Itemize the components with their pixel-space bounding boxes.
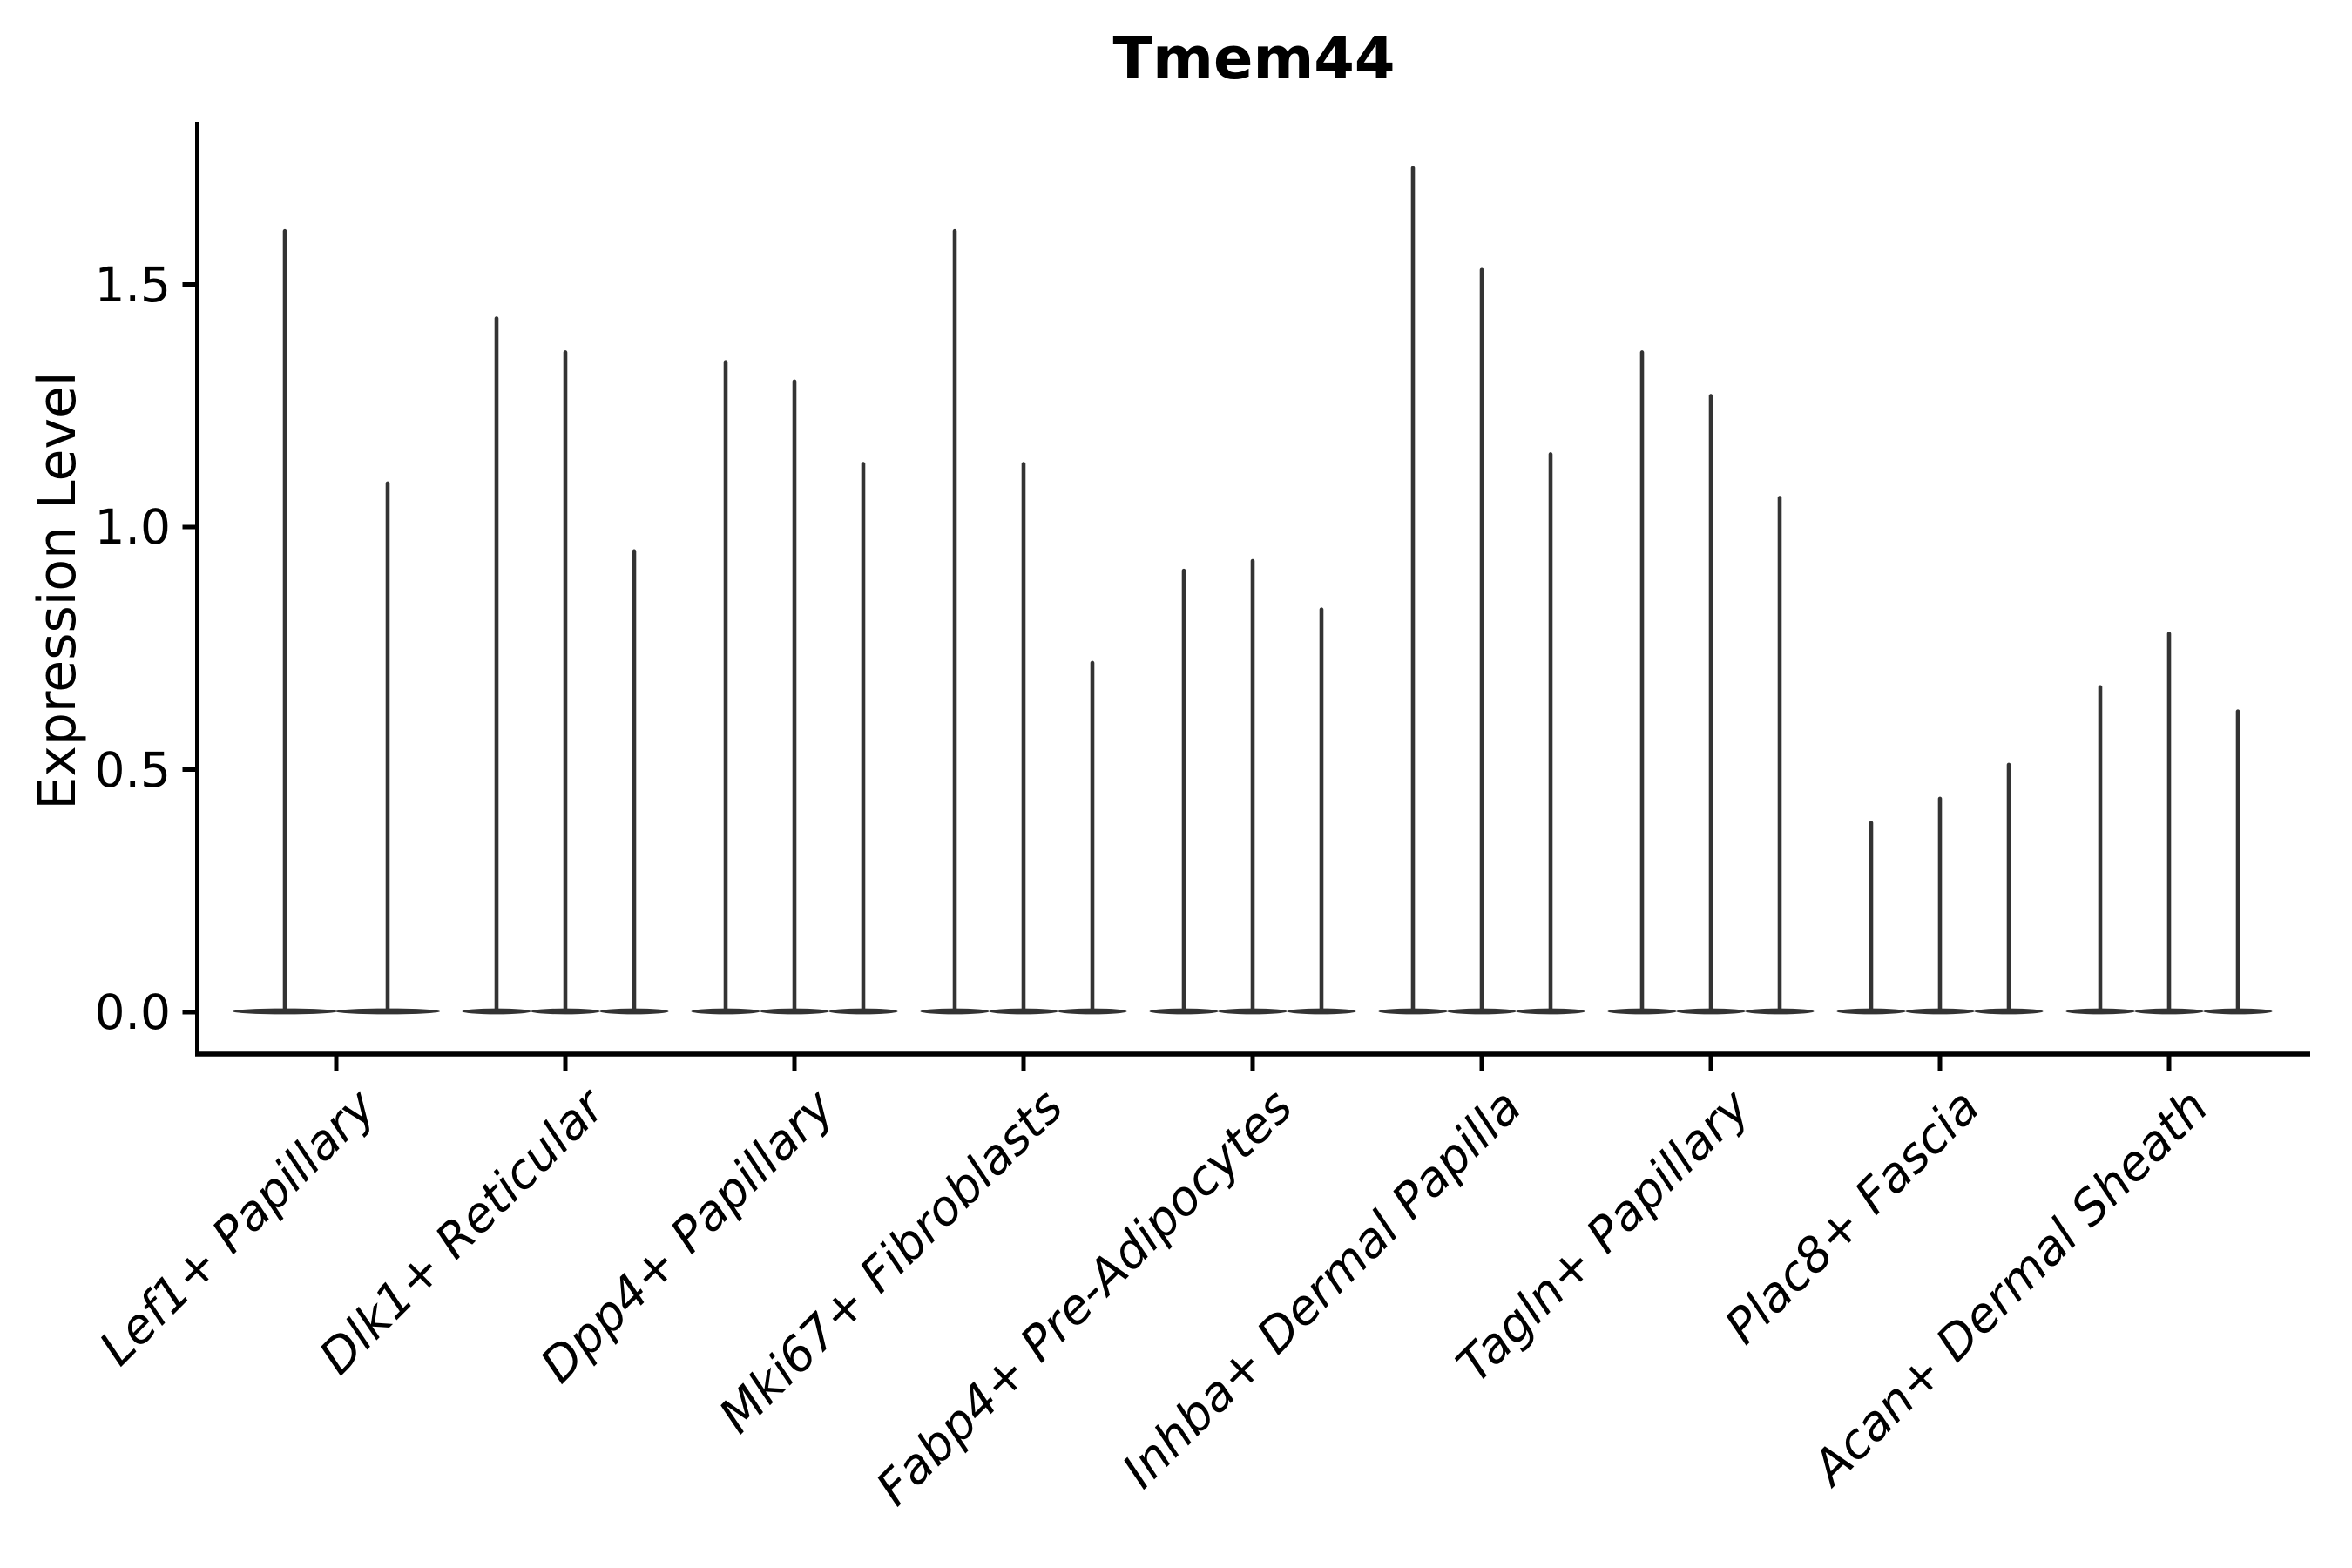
chart-title: Tmem44 [1112, 24, 1396, 92]
violin-base [1447, 1008, 1517, 1015]
violin-base [920, 1008, 990, 1015]
violin-base [531, 1008, 600, 1015]
violin-base [2203, 1008, 2273, 1015]
y-tick-label: 1.0 [94, 499, 171, 555]
violin-base [1607, 1008, 1677, 1015]
violin-base [760, 1008, 829, 1015]
violin-base [691, 1008, 760, 1015]
violin-base [2065, 1008, 2135, 1015]
violin-base [1745, 1008, 1815, 1015]
violin-base [1516, 1008, 1585, 1015]
violin-base [1287, 1008, 1356, 1015]
y-tick-label: 1.5 [94, 256, 171, 313]
violin-base [462, 1008, 531, 1015]
violin-base [1149, 1008, 1219, 1015]
violin-base [1676, 1008, 1746, 1015]
violin-base [1974, 1008, 2044, 1015]
violin-base [335, 1008, 440, 1015]
violin-base [1218, 1008, 1288, 1015]
violin-base [1378, 1008, 1448, 1015]
violin-base [989, 1008, 1058, 1015]
y-tick-label: 0.0 [94, 984, 171, 1040]
violin-base [233, 1008, 337, 1015]
violin-base [1905, 1008, 1975, 1015]
violin-base [2134, 1008, 2204, 1015]
violin-base [1836, 1008, 1906, 1015]
violin-base [828, 1008, 898, 1015]
violin-base [1058, 1008, 1127, 1015]
y-tick-label: 0.5 [94, 741, 171, 798]
violin-base [599, 1008, 669, 1015]
